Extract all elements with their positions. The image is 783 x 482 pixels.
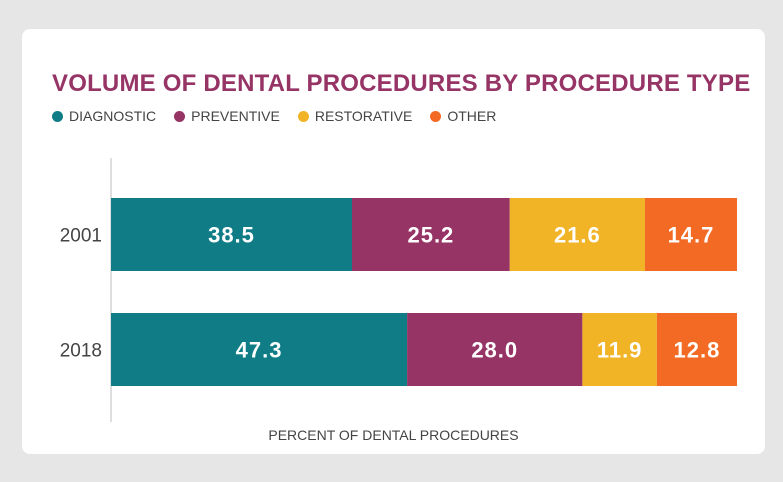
data-label-diagnostic-2018: 47.3: [236, 338, 283, 363]
data-label-diagnostic-2001: 38.5: [208, 223, 255, 248]
legend-label-restorative: RESTORATIVE: [314, 108, 413, 124]
chart-legend: DIAGNOSTIC PREVENTIVE RESTORATIVE OTHER: [52, 108, 496, 124]
legend-swatch-preventive: [174, 110, 186, 122]
legend-item-preventive: PREVENTIVE: [174, 108, 280, 124]
legend-label-other: OTHER: [447, 108, 497, 124]
data-label-preventive-2001: 25.2: [407, 223, 454, 248]
x-axis-label: PERCENT OF DENTAL PROCEDURES: [268, 427, 519, 443]
bar-restorative-2001: [509, 198, 645, 271]
legend-label-preventive: PREVENTIVE: [191, 108, 280, 124]
chart-title: VOLUME OF DENTAL PROCEDURES BY PROCEDURE…: [52, 70, 751, 97]
data-label-restorative-2018: 11.9: [597, 338, 643, 363]
bar-preventive-2001: [352, 198, 510, 271]
bar-diagnostic-2001: [111, 198, 353, 271]
bar-other-2018: [656, 313, 737, 386]
legend-swatch-restorative: [297, 110, 309, 122]
bar-restorative-2018: [582, 313, 657, 386]
legend-swatch-other: [430, 110, 442, 122]
data-label-preventive-2018: 28.0: [471, 338, 518, 363]
bar-diagnostic-2018: [111, 313, 408, 386]
legend-item-diagnostic: DIAGNOSTIC: [52, 108, 156, 124]
data-label-restorative-2001: 21.6: [554, 223, 601, 248]
chart-card: VOLUME OF DENTAL PROCEDURES BY PROCEDURE…: [22, 29, 765, 454]
chart-plot: 2001 38.5 25.2 21.6 14.7 2018 47.3 28.0 11.9 12.8: [60, 158, 737, 422]
legend-label-diagnostic: DIAGNOSTIC: [69, 108, 157, 124]
data-label-other-2001: 14.7: [668, 223, 715, 248]
legend-item-restorative: RESTORATIVE: [297, 108, 413, 124]
legend-swatch-diagnostic: [52, 110, 63, 122]
bar-preventive-2018: [407, 313, 583, 386]
y-tick-label-2001: 2001: [60, 226, 102, 247]
legend-item-other: OTHER: [430, 108, 496, 124]
y-tick-label-2018: 2018: [60, 341, 102, 362]
bar-other-2001: [644, 198, 737, 271]
data-label-other-2018: 12.8: [674, 338, 721, 363]
